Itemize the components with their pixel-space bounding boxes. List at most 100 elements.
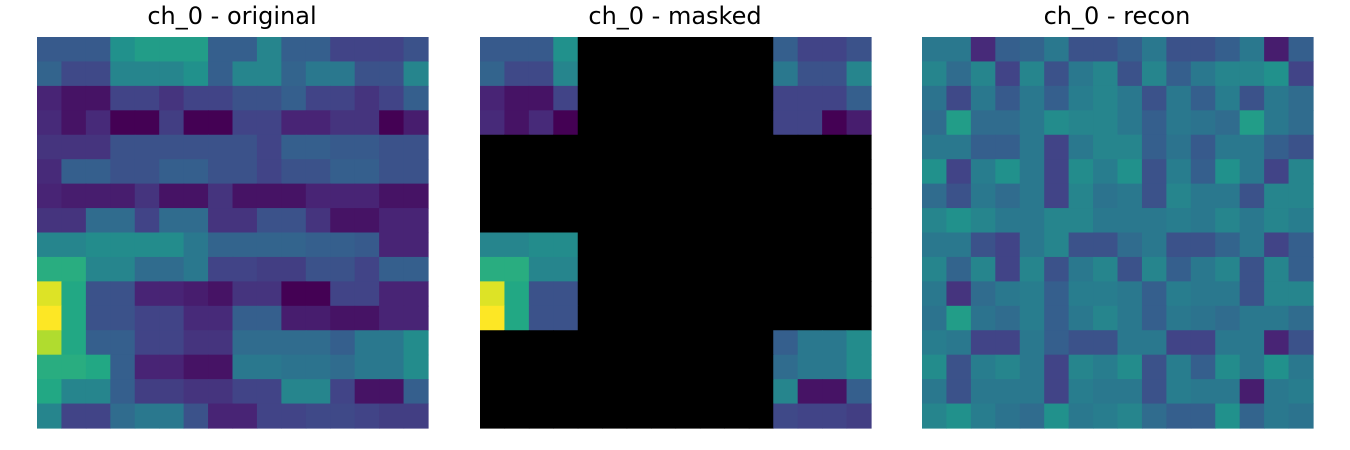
heatmap-cell-recon-r0-c12 [1215,37,1241,63]
heatmap-cell-original-r1-c11 [305,61,331,87]
heatmap-cell-original-r13-c2 [85,354,111,380]
heatmap-cell-original-r9-c0 [37,256,63,282]
heatmap-cell-masked-r5-c15 [846,159,872,185]
heatmap-cell-recon-r13-c8 [1117,354,1143,380]
heatmap-cell-recon-r6-c15 [1288,183,1314,209]
heatmap-cell-recon-r8-c8 [1117,232,1143,258]
heatmap-cell-recon-r0-c9 [1141,37,1167,63]
heatmap-cell-original-r8-c15 [403,232,429,258]
heatmap-cell-masked-r15-c13 [797,403,823,429]
heatmap-cell-original-r5-c5 [159,159,185,185]
heatmap-cell-original-r0-c0 [37,37,63,63]
heatmap-cells-recon [922,37,1314,429]
heatmap-cell-recon-r5-c0 [922,159,948,185]
heatmap-cell-masked-r4-c8 [675,134,701,160]
heatmap-cell-original-r6-c8 [232,183,258,209]
heatmap-cell-masked-r13-c5 [602,354,628,380]
heatmap-cell-original-r14-c13 [354,379,380,405]
heatmap-cell-masked-r4-c14 [822,134,848,160]
heatmap-cell-masked-r13-c4 [577,354,603,380]
heatmap-cell-original-r5-c4 [134,159,160,185]
heatmap-cell-masked-r9-c12 [773,256,799,282]
heatmap-cell-recon-r5-c9 [1141,159,1167,185]
heatmap-cell-original-r7-c11 [305,208,331,234]
heatmap-cell-masked-r6-c14 [822,183,848,209]
heatmap-cell-masked-r8-c4 [577,232,603,258]
heatmap-cell-original-r9-c8 [232,256,258,282]
heatmap-cell-original-r4-c8 [232,134,258,160]
heatmap-cell-recon-r3-c2 [970,110,996,136]
heatmap-cell-original-r7-c15 [403,208,429,234]
heatmap-cell-masked-r7-c6 [626,208,652,234]
heatmap-cell-recon-r2-c0 [922,85,948,111]
heatmap-cell-recon-r8-c15 [1288,232,1314,258]
heatmap-cell-masked-r8-c15 [846,232,872,258]
heatmap-cell-recon-r0-c11 [1190,37,1216,63]
heatmap-cell-original-r4-c0 [37,134,63,160]
heatmap-cell-original-r14-c4 [134,379,160,405]
heatmap-cell-masked-r3-c11 [748,110,774,136]
heatmap-cell-masked-r12-c10 [724,330,750,356]
heatmap-cell-masked-r14-c1 [504,379,530,405]
heatmap-cell-masked-r2-c0 [480,85,506,111]
heatmap-cell-recon-r7-c13 [1239,208,1265,234]
heatmap-cell-masked-r9-c7 [651,256,677,282]
heatmap-cell-original-r0-c9 [256,37,282,63]
heatmap-cell-original-r6-c5 [159,183,185,209]
heatmap-cell-masked-r15-c4 [577,403,603,429]
heatmap-cell-original-r15-c7 [208,403,234,429]
heatmap-cell-original-r7-c5 [159,208,185,234]
heatmap-cell-masked-r12-c1 [504,330,530,356]
heatmap-cell-recon-r1-c2 [970,61,996,87]
heatmap-cell-original-r4-c4 [134,134,160,160]
heatmap-cell-original-r12-c8 [232,330,258,356]
heatmap-cell-masked-r12-c4 [577,330,603,356]
heatmap-cell-masked-r4-c5 [602,134,628,160]
heatmap-cell-original-r3-c5 [159,110,185,136]
heatmap-cell-original-r8-c6 [183,232,209,258]
heatmap-cell-original-r13-c7 [208,354,234,380]
heatmap-cell-original-r3-c11 [305,110,331,136]
heatmap-cell-original-r10-c0 [37,281,63,307]
heatmap-cell-masked-r5-c1 [504,159,530,185]
heatmap-cell-original-r1-c4 [134,61,160,87]
heatmap-cell-masked-r8-c0 [480,232,506,258]
heatmap-cell-recon-r3-c14 [1264,110,1290,136]
heatmap-cell-masked-r9-c14 [822,256,848,282]
heatmap-cell-original-r3-c12 [330,110,356,136]
heatmap-cell-original-r5-c1 [61,159,87,185]
heatmap-cell-recon-r11-c2 [970,305,996,331]
heatmap-cell-recon-r7-c1 [946,208,972,234]
heatmap-cell-recon-r12-c4 [1019,330,1045,356]
heatmap-cell-masked-r0-c6 [626,37,652,63]
heatmap-cell-masked-r1-c13 [797,61,823,87]
heatmap-cell-recon-r0-c15 [1288,37,1314,63]
heatmap-cell-recon-r15-c5 [1044,403,1070,429]
heatmap-cell-masked-r5-c6 [626,159,652,185]
heatmap-cell-original-r4-c1 [61,134,87,160]
heatmap-cell-recon-r10-c14 [1264,281,1290,307]
heatmap-cell-recon-r10-c13 [1239,281,1265,307]
heatmap-cell-original-r14-c0 [37,379,63,405]
heatmap-cell-masked-r13-c8 [675,354,701,380]
heatmap-cell-masked-r4-c6 [626,134,652,160]
heatmap-cell-masked-r1-c11 [748,61,774,87]
heatmap-cell-original-r13-c4 [134,354,160,380]
heatmap-cell-original-r9-c4 [134,256,160,282]
heatmap-cell-masked-r2-c10 [724,85,750,111]
heatmap-cell-original-r6-c9 [256,183,282,209]
heatmap-cell-masked-r10-c0 [480,281,506,307]
heatmap-cell-masked-r3-c8 [675,110,701,136]
heatmap-cell-recon-r0-c4 [1019,37,1045,63]
heatmap-cell-recon-r11-c12 [1215,305,1241,331]
heatmap-cell-original-r1-c14 [379,61,405,87]
heatmap-cell-masked-r13-c14 [822,354,848,380]
heatmap-cell-masked-r5-c12 [773,159,799,185]
heatmap-cell-masked-r14-c3 [553,379,579,405]
heatmap-cell-recon-r7-c8 [1117,208,1143,234]
heatmap-cell-masked-r10-c14 [822,281,848,307]
heatmap-cell-masked-r11-c2 [528,305,554,331]
heatmap-cell-masked-r11-c0 [480,305,506,331]
heatmap-cell-recon-r15-c8 [1117,403,1143,429]
heatmap-cell-original-r5-c12 [330,159,356,185]
